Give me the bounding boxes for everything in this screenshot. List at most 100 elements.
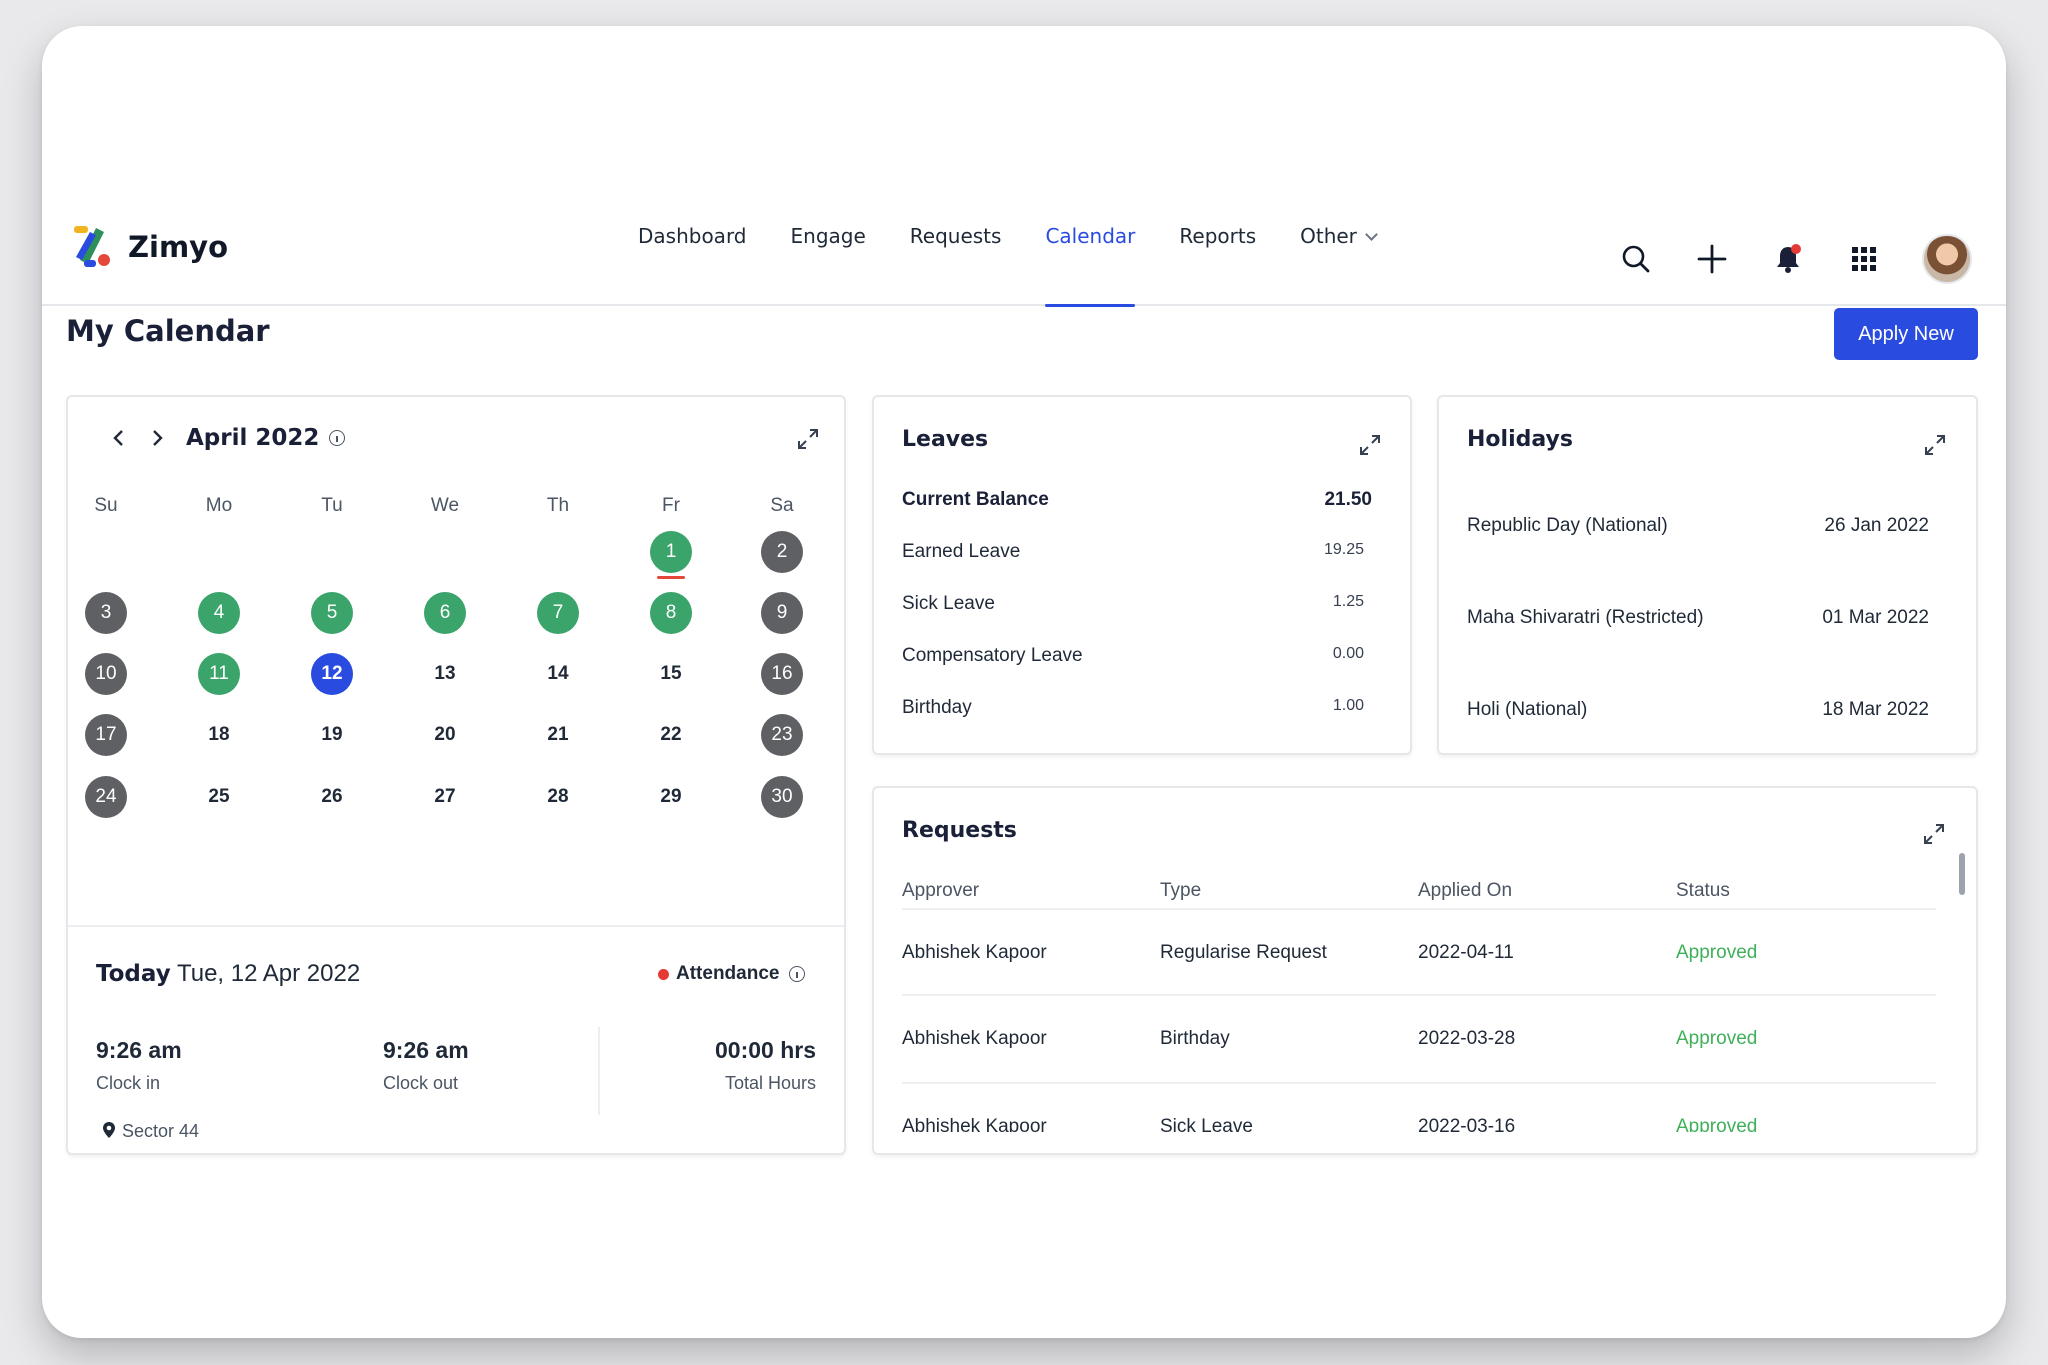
calendar-day[interactable]: 1 <box>650 531 692 573</box>
leaves-card: Leaves Current Balance 21.50 Earned Leav… <box>872 395 1412 755</box>
requests-card: Requests Approver Type Applied On Status… <box>872 786 1978 1155</box>
calendar-day[interactable]: 6 <box>424 592 466 634</box>
logo[interactable]: Zimyo <box>70 224 228 270</box>
calendar-day[interactable]: 28 <box>547 786 569 807</box>
holiday-row: Maha Shivaratri (Restricted) 01 Mar 2022 <box>1467 607 1929 629</box>
attendance-status-dot <box>658 968 669 980</box>
calendar-day[interactable]: 18 <box>208 724 230 745</box>
nav-engage[interactable]: Engage <box>790 224 866 248</box>
calendar-day[interactable]: 22 <box>660 724 682 745</box>
calendar-day[interactable]: 29 <box>660 786 682 807</box>
total-hours-value: 00:00 hrs <box>714 1037 816 1063</box>
requests-table-body: Abhishek Kapoor Regularise Request 2022-… <box>874 908 1976 1132</box>
location-label: Sector 44 <box>122 1121 200 1141</box>
weekday-label: Su <box>94 495 118 516</box>
weekday-label: Sa <box>770 495 794 516</box>
calendar-day[interactable]: 11 <box>198 653 240 695</box>
applied-on-cell: 2022-03-16 <box>1418 1116 1516 1132</box>
type-cell: Birthday <box>1160 1028 1230 1049</box>
apps-grid-icon[interactable] <box>1846 241 1882 277</box>
table-row[interactable]: Abhishek Kapoor Sick Leave 2022-03-16 Ap… <box>902 1084 1936 1132</box>
holidays-title: Holidays <box>1467 427 1573 452</box>
weekday-label: Th <box>546 495 570 516</box>
page-title: My Calendar <box>66 314 270 348</box>
user-avatar[interactable] <box>1922 234 1972 284</box>
calendar-day[interactable]: 24 <box>85 776 127 818</box>
table-row[interactable]: Abhishek Kapoor Regularise Request 2022-… <box>902 908 1936 996</box>
notification-bell-icon[interactable] <box>1770 241 1806 277</box>
attendance-label: Attendance <box>676 963 780 984</box>
calendar-day[interactable]: 17 <box>85 714 127 756</box>
prev-month-icon[interactable] <box>106 425 132 451</box>
approver-cell: Abhishek Kapoor <box>902 1116 1047 1132</box>
calendar-day[interactable]: 19 <box>321 724 343 745</box>
scrollbar[interactable] <box>1959 853 1965 895</box>
calendar-day[interactable]: 27 <box>434 786 456 807</box>
leave-row-earned: Earned Leave 19.25 <box>902 541 1372 563</box>
expand-icon[interactable] <box>1358 433 1382 457</box>
type-cell: Sick Leave <box>1160 1116 1253 1132</box>
clock-in-label: Clock in <box>96 1073 161 1093</box>
calendar-day[interactable]: 25 <box>208 786 230 807</box>
calendar-day[interactable]: 20 <box>434 724 456 745</box>
divider <box>68 925 844 927</box>
leave-label: Earned Leave <box>902 541 1021 562</box>
search-icon[interactable] <box>1618 241 1654 277</box>
apply-new-button[interactable]: Apply New <box>1834 308 1978 360</box>
weekday-label: Mo <box>205 495 233 516</box>
calendar-day[interactable]: 13 <box>434 663 456 684</box>
calendar-day[interactable]: 21 <box>547 724 569 745</box>
calendar-day[interactable]: 23 <box>761 714 803 756</box>
calendar-day[interactable]: 4 <box>198 592 240 634</box>
nav-other[interactable]: Other <box>1300 206 1378 306</box>
total-hours-label: Total Hours <box>724 1073 816 1093</box>
calendar-day[interactable]: 30 <box>761 776 803 818</box>
applied-on-cell: 2022-03-28 <box>1418 1028 1516 1049</box>
calendar-day[interactable]: 12 <box>311 653 353 695</box>
calendar-day[interactable]: 26 <box>321 786 343 807</box>
next-month-icon[interactable] <box>144 425 170 451</box>
requests-title: Requests <box>902 818 1017 843</box>
column-header: Status <box>1676 880 1730 901</box>
info-icon[interactable] <box>789 966 806 982</box>
expand-icon[interactable] <box>1922 822 1946 846</box>
leave-row-sick: Sick Leave 1.25 <box>902 593 1372 615</box>
calendar-day[interactable]: 10 <box>85 653 127 695</box>
leave-value: 1.25 <box>1332 593 1364 610</box>
top-nav: Zimyo Dashboard Engage Requests Calendar… <box>42 206 2006 307</box>
calendar-day[interactable]: 8 <box>650 592 692 634</box>
nav-calendar[interactable]: Calendar <box>1045 206 1135 307</box>
expand-icon[interactable] <box>1923 433 1947 457</box>
today-summary: Today Tue, 12 Apr 2022 <box>96 960 360 988</box>
nav-dashboard[interactable]: Dashboard <box>638 224 747 248</box>
app-name: Zimyo <box>128 230 229 264</box>
calendar-day[interactable]: 16 <box>761 653 803 695</box>
calendar-day[interactable]: 15 <box>660 663 682 684</box>
nav-requests[interactable]: Requests <box>909 224 1002 248</box>
expand-icon[interactable] <box>796 427 820 451</box>
leave-value: 0.00 <box>1332 645 1364 662</box>
calendar-day[interactable]: 5 <box>311 592 353 634</box>
info-icon[interactable] <box>329 430 346 446</box>
leave-label: Sick Leave <box>902 593 995 614</box>
divider <box>598 1027 600 1115</box>
leave-label: Compensatory Leave <box>902 645 1083 666</box>
leave-row-compensatory: Compensatory Leave 0.00 <box>902 645 1372 667</box>
table-row[interactable]: Abhishek Kapoor Birthday 2022-03-28 Appr… <box>902 996 1936 1084</box>
nav-reports[interactable]: Reports <box>1179 224 1257 248</box>
weekday-label: Tu <box>321 495 343 516</box>
calendar-day[interactable]: 3 <box>85 592 127 634</box>
attendance-link[interactable]: Attendance <box>658 963 806 985</box>
weekday-label: We <box>430 495 460 516</box>
holidays-card: Holidays Republic Day (National) 26 Jan … <box>1437 395 1978 755</box>
clock-out-label: Clock out <box>383 1073 459 1093</box>
add-icon[interactable] <box>1694 241 1730 277</box>
holiday-name: Maha Shivaratri (Restricted) <box>1467 607 1704 628</box>
type-cell: Regularise Request <box>1160 942 1327 963</box>
calendar-day[interactable]: 2 <box>761 531 803 573</box>
clock-in-time: 9:26 am <box>96 1037 182 1063</box>
holiday-date: 26 Jan 2022 <box>1824 515 1929 536</box>
calendar-day[interactable]: 14 <box>547 663 569 684</box>
calendar-day[interactable]: 9 <box>761 592 803 634</box>
calendar-day[interactable]: 7 <box>537 592 579 634</box>
